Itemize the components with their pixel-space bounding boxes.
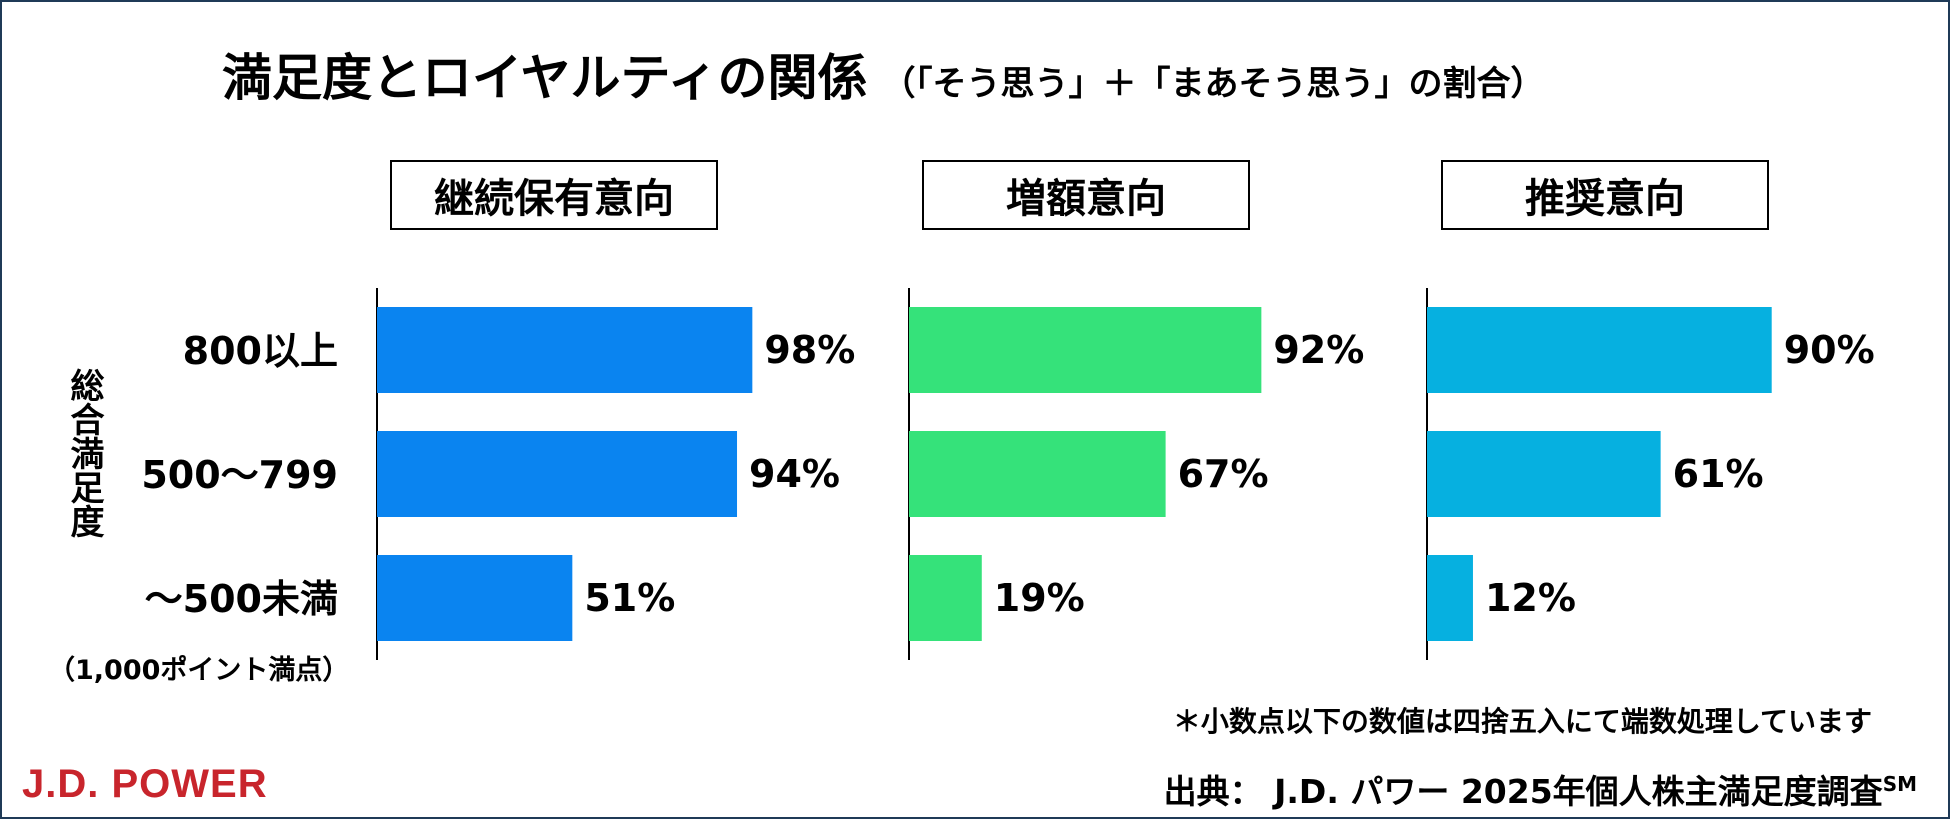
- bar: [1427, 431, 1661, 517]
- data-label: 90%: [1784, 328, 1875, 372]
- bar: [1427, 555, 1473, 641]
- title-text: 満足度とロイヤルティの関係: [222, 49, 868, 107]
- data-label: 12%: [1485, 576, 1576, 620]
- source-text: 出典： J.D. パワー 2025年個人株主満足度調査: [1163, 772, 1883, 811]
- panel-header-increase: 増額意向: [922, 160, 1250, 230]
- bar: [909, 307, 1262, 393]
- bar: [1427, 307, 1772, 393]
- y-axis-title: 総合満足度: [64, 368, 104, 538]
- bar: [377, 555, 573, 641]
- data-label: 92%: [1273, 328, 1364, 372]
- data-label: 67%: [1178, 452, 1269, 496]
- source-credit: 出典： J.D. パワー 2025年個人株主満足度調査SM: [1164, 765, 1917, 813]
- data-label: 94%: [749, 452, 840, 496]
- rounding-note: ＊小数点以下の数値は四捨五入にて端数処理しています: [1172, 705, 1872, 738]
- chart-title: 満足度とロイヤルティの関係 （「そう思う」＋「まあそう思う」の割合）: [222, 38, 1545, 110]
- category-label-low: 〜500未満: [144, 577, 338, 621]
- jd-power-logo: J.D. POWER: [22, 762, 268, 806]
- data-label: 61%: [1673, 452, 1764, 496]
- panel-header-recommend: 推奨意向: [1441, 160, 1769, 230]
- data-label: 19%: [994, 576, 1085, 620]
- bar: [377, 431, 738, 517]
- bar: [909, 431, 1166, 517]
- chart-subtitle: （「そう思う」＋「まあそう思う」の割合）: [881, 64, 1545, 104]
- bar: [377, 307, 753, 393]
- bar: [909, 555, 982, 641]
- service-mark: SM: [1882, 772, 1917, 796]
- data-label: 98%: [764, 328, 855, 372]
- scale-note: （1,000ポイント満点）: [48, 655, 350, 686]
- data-label: 51%: [584, 576, 675, 620]
- category-label-high: 800以上: [182, 329, 338, 373]
- category-label-mid: 500〜799: [141, 453, 338, 497]
- panel-header-retention: 継続保有意向: [390, 160, 718, 230]
